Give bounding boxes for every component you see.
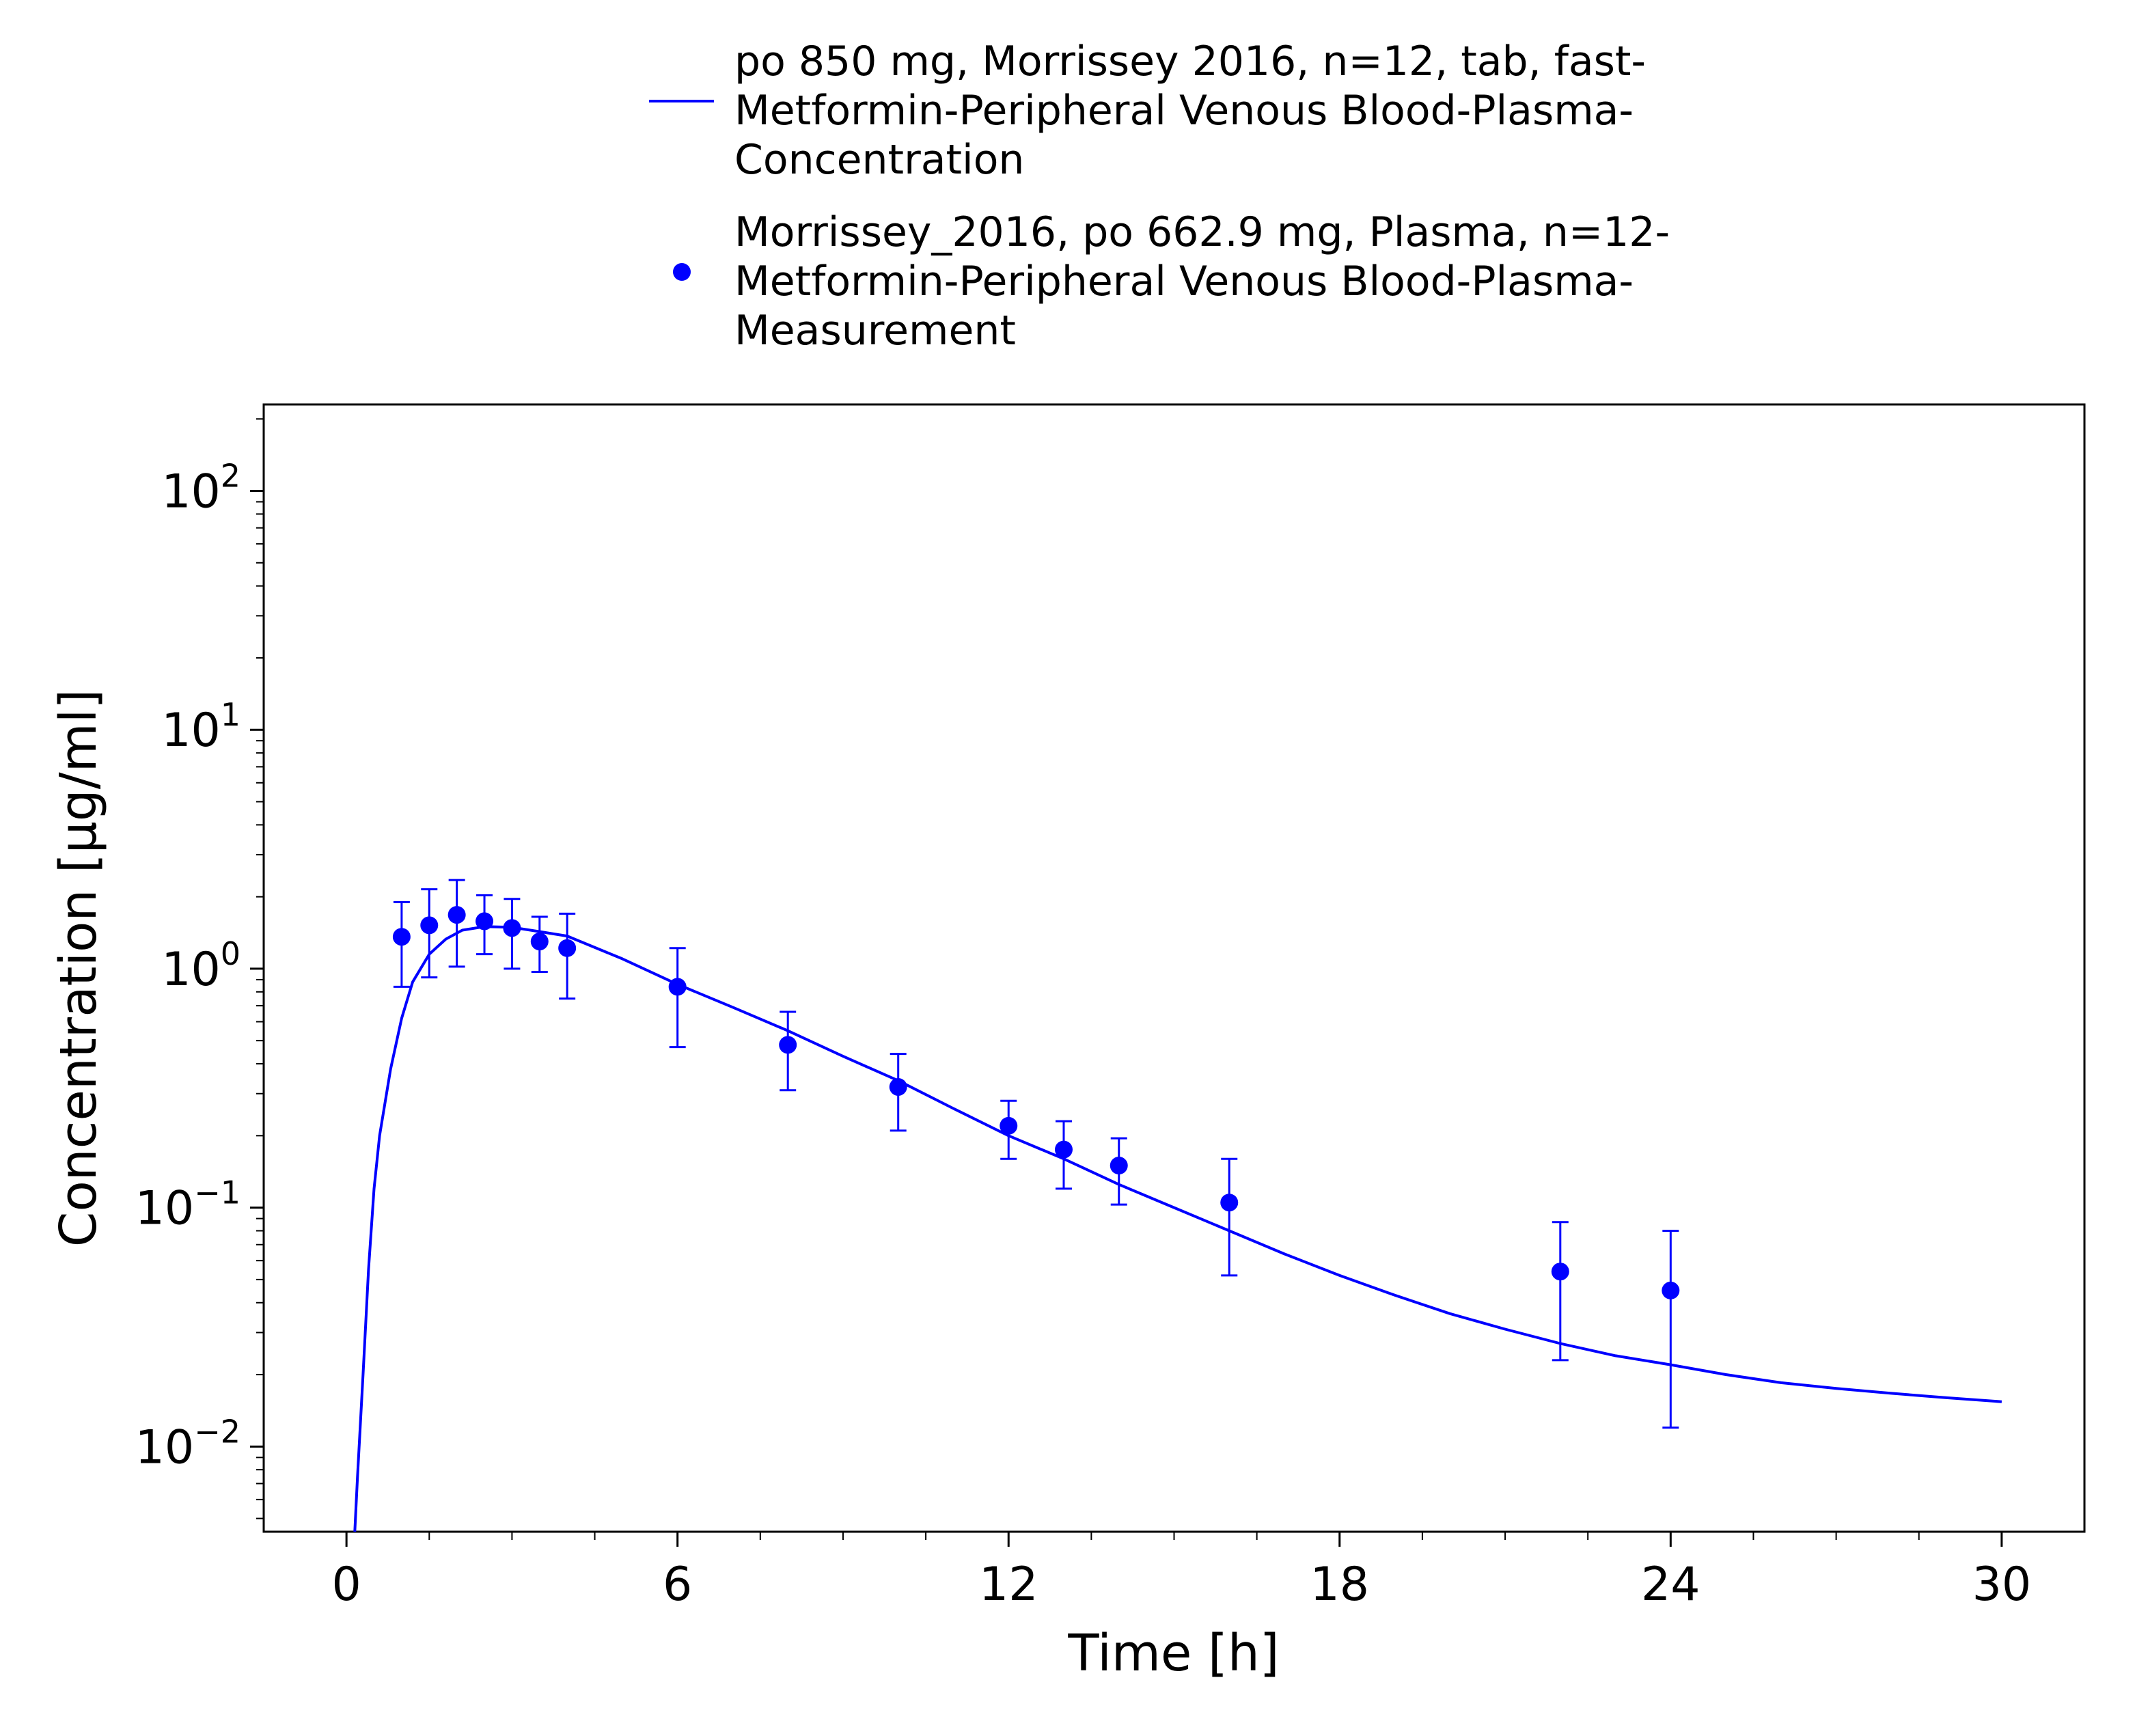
legend-entry-2-line-3: Measurement (734, 307, 1016, 355)
data-point (392, 928, 411, 946)
legend-entry-2-line-2: Metformin-Peripheral Venous Blood-Plasma… (734, 258, 1634, 305)
legend-entry-1-line-1: po 850 mg, Morrissey 2016, n=12, tab, fa… (734, 38, 1646, 85)
legend: po 850 mg, Morrissey 2016, n=12, tab, fa… (649, 38, 1670, 355)
x-tick-label: 24 (1641, 1558, 1700, 1612)
legend-entry-2-line-1: Morrissey_2016, po 662.9 mg, Plasma, n=1… (734, 208, 1670, 256)
y-tick-label: 10−2 (135, 1413, 240, 1474)
x-axis-title: Time [h] (1067, 1624, 1279, 1683)
data-point (1220, 1194, 1239, 1212)
legend-entry-1-line-2: Metformin-Peripheral Venous Blood-Plasma… (734, 87, 1634, 135)
data-point (447, 906, 466, 924)
x-tick-label: 12 (979, 1558, 1038, 1612)
data-point (1054, 1140, 1073, 1159)
data-point (779, 1036, 797, 1054)
data-point (668, 978, 687, 996)
data-point (889, 1077, 907, 1096)
data-point (476, 912, 494, 931)
x-tick-label: 30 (1972, 1558, 2032, 1612)
data-point (1110, 1157, 1128, 1175)
data-point (558, 939, 577, 957)
data-point (420, 916, 439, 935)
data-point (530, 933, 549, 951)
data-point (1000, 1116, 1018, 1135)
legend-entry-1-line-3: Concentration (734, 136, 1024, 184)
plot-area (353, 879, 2002, 1532)
x-tick-label: 0 (332, 1558, 361, 1612)
data-point (503, 919, 521, 937)
x-tick-label: 6 (663, 1558, 692, 1612)
series-simulation-line (353, 925, 2002, 1532)
data-point (1551, 1263, 1569, 1281)
legend-marker-swatch (673, 263, 691, 281)
y-axis-title: Concentration [µg/ml] (49, 689, 108, 1247)
x-tick-label: 18 (1310, 1558, 1370, 1612)
data-point (1662, 1281, 1680, 1299)
